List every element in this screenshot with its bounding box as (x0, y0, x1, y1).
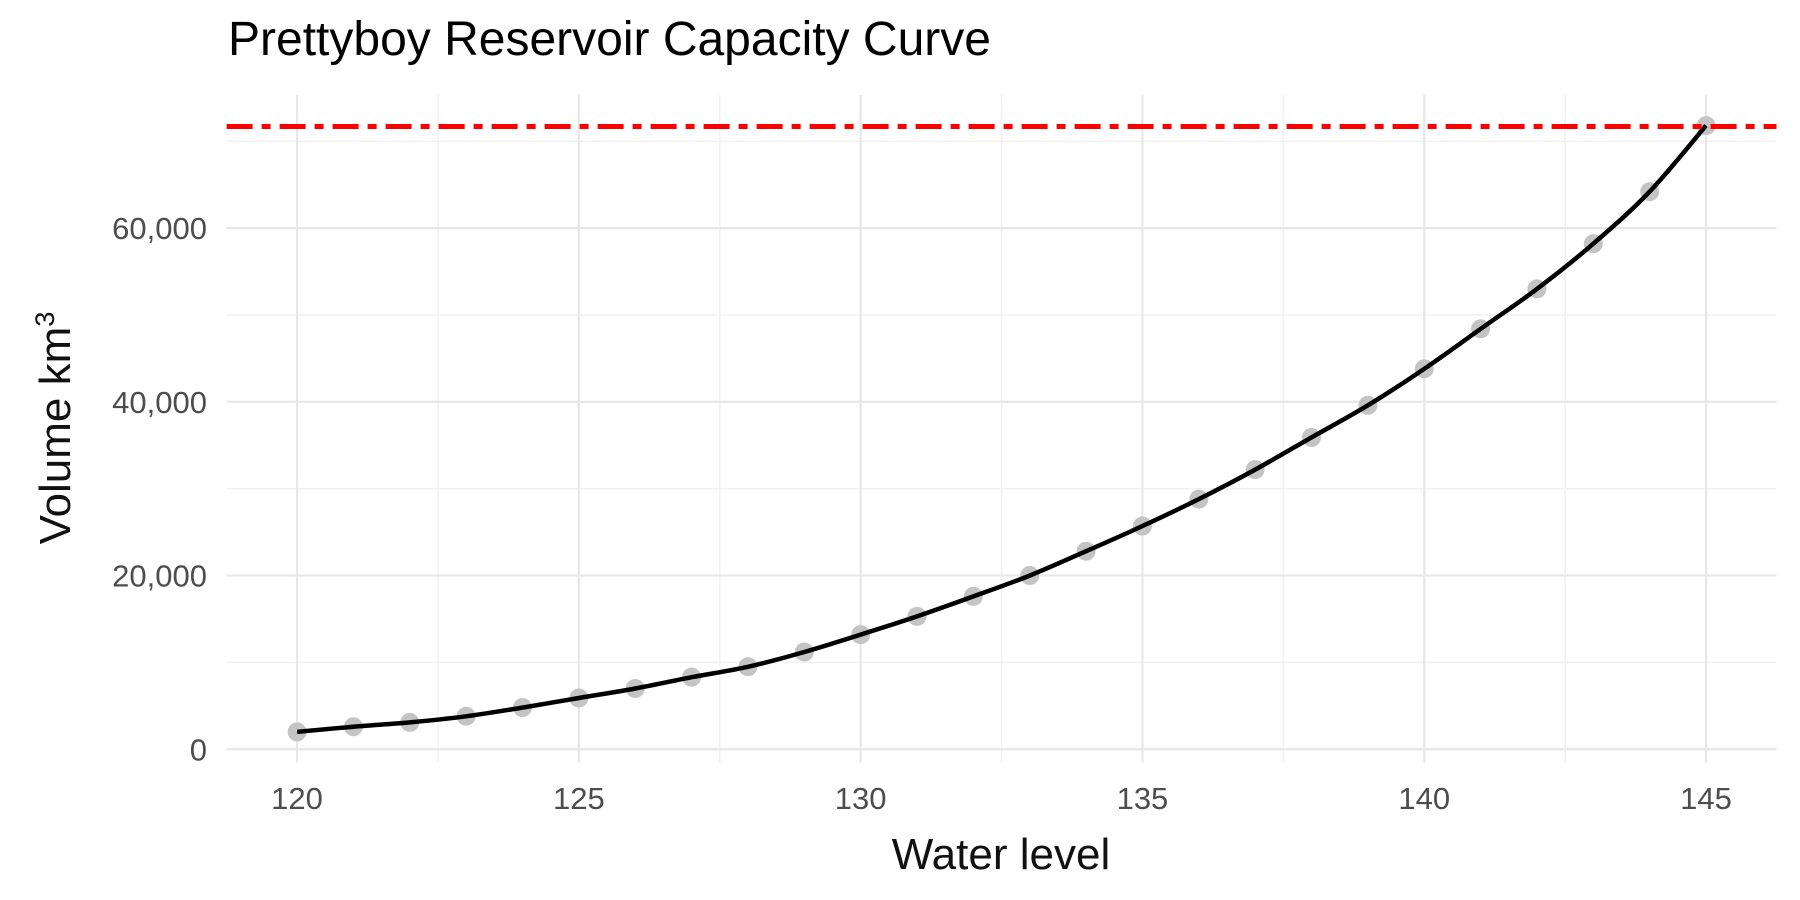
y-axis-title-text: Volume km (30, 326, 80, 545)
y-tick-label: 60,000 (112, 211, 207, 246)
x-tick-label: 125 (553, 781, 605, 816)
x-axis-title: Water level (891, 830, 1111, 879)
x-tick-label: 120 (271, 781, 323, 816)
capacity-curve (296, 124, 1708, 735)
x-tick-label: 130 (835, 781, 887, 816)
y-tick-label: 20,000 (112, 559, 207, 594)
y-tick-label: 40,000 (112, 385, 207, 420)
chart-title: Prettyboy Reservoir Capacity Curve (228, 13, 991, 66)
data-point (287, 722, 307, 742)
x-tick-label: 145 (1680, 781, 1732, 816)
x-tick-label: 135 (1117, 781, 1169, 816)
x-tick-label: 140 (1398, 781, 1450, 816)
y-axis-title-exponent: 3 (29, 311, 61, 327)
y-tick-label: 0 (190, 732, 207, 767)
